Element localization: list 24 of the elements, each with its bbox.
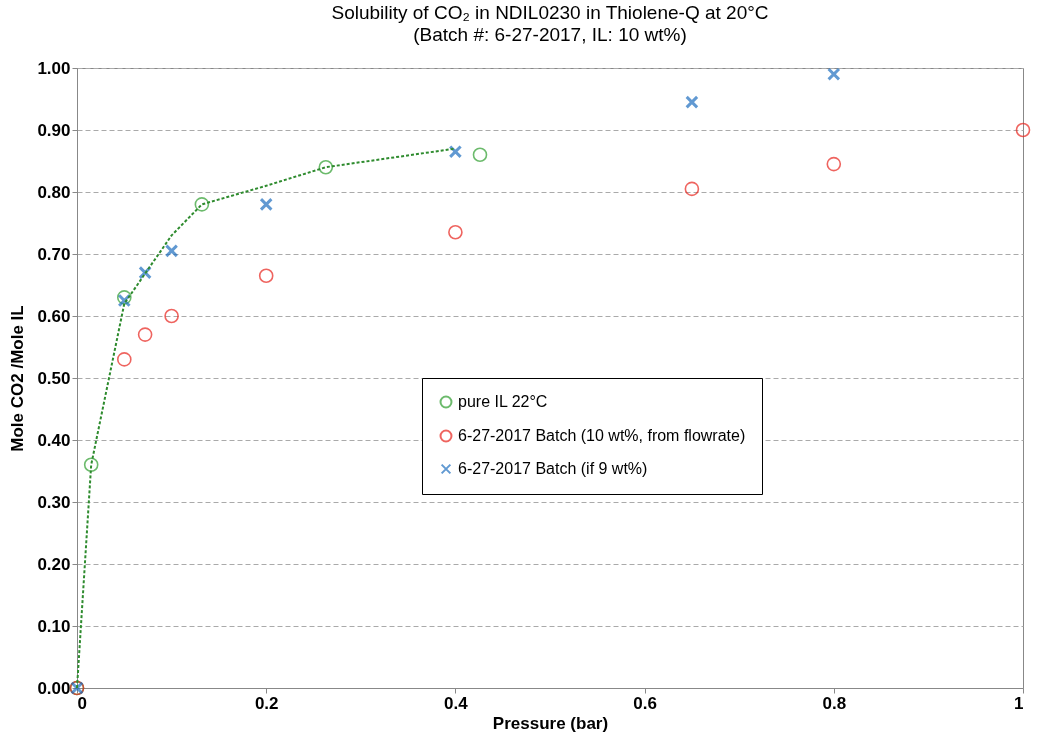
y-tick-label: 0.00 xyxy=(37,678,71,698)
y-tick-label: 1.00 xyxy=(37,58,71,78)
y-tick-label: 0.70 xyxy=(37,244,71,264)
y-tick-label: 0.40 xyxy=(37,430,71,450)
y-tick-label: 0.80 xyxy=(37,182,71,202)
x-tick-label: 0 xyxy=(77,693,87,713)
y-tick-label: 0.10 xyxy=(37,616,71,636)
x-tick-label: 0.4 xyxy=(444,693,469,713)
x-axis-title: Pressure (bar) xyxy=(492,713,609,733)
y-tick-label: 0.30 xyxy=(37,492,71,512)
legend-label: pure IL 22°C xyxy=(458,393,548,410)
x-tick-label: 0.6 xyxy=(633,693,657,713)
legend-label: 6-27-2017 Batch (10 wt%, from flowrate) xyxy=(458,427,746,444)
x-tick-label: 0.8 xyxy=(822,693,847,713)
y-tick-label: 0.20 xyxy=(37,554,71,574)
x-tick-label: 1 xyxy=(1014,693,1024,713)
chart-title: Solubility of CO₂ in NDIL0230 in Thiolene-Q at 20°C xyxy=(331,2,769,23)
legend-label: 6-27-2017 Batch (if 9 wt%) xyxy=(458,460,648,477)
y-axis-title: Mole CO2 /Mole IL xyxy=(8,305,28,452)
x-tick-label: 0.2 xyxy=(254,693,279,713)
chart-subtitle: (Batch #: 6-27-2017, IL: 10 wt%) xyxy=(413,24,687,45)
y-tick-label: 0.90 xyxy=(37,120,71,140)
y-tick-label: 0.60 xyxy=(37,306,71,326)
y-tick-label: 0.50 xyxy=(37,368,71,388)
